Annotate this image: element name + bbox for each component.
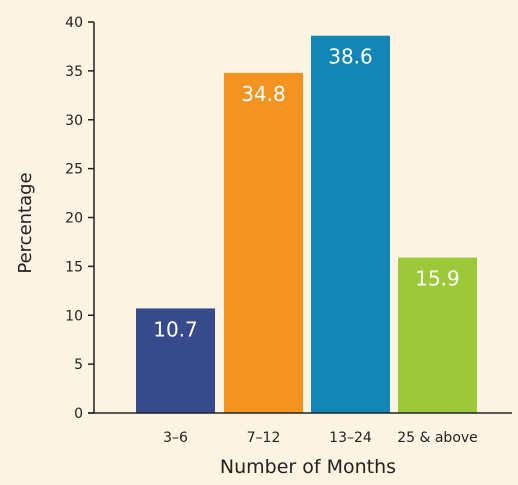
y-tick-label-20: 20 (65, 211, 83, 227)
y-axis-title: Percentage (15, 172, 36, 273)
y-tick-label-30: 30 (65, 113, 83, 129)
bar-value-label-2: 34.8 (241, 82, 286, 106)
y-tick-label-15: 15 (65, 259, 83, 275)
bar-value-label-4: 15.9 (415, 267, 460, 291)
y-tick-label-25: 25 (65, 162, 83, 178)
bar-2 (224, 72, 303, 413)
bars-layer (136, 35, 477, 414)
bar-1 (136, 308, 215, 413)
value-labels-layer: 10.7 34.8 38.6 15.9 (153, 45, 460, 342)
x-tick-label-4: 25 & above (397, 430, 478, 446)
bar-value-label-3: 38.6 (328, 45, 373, 69)
x-axis-title: Number of Months (220, 456, 396, 478)
y-tick-label-40: 40 (65, 15, 83, 31)
y-tick-label-5: 5 (74, 357, 83, 373)
bar-4 (398, 257, 477, 413)
axes-layer: 3–6 7–12 13–24 25 & above 0 5 10 15 20 25 30 35 40 (65, 15, 512, 446)
y-tick-label-0: 0 (74, 406, 83, 422)
y-tick-label-10: 10 (65, 308, 83, 324)
x-tick-label-2: 7–12 (247, 430, 281, 446)
y-tick-label-35: 35 (65, 64, 83, 80)
x-tick-label-3: 13–24 (329, 430, 372, 446)
x-tick-label-1: 3–6 (163, 430, 188, 446)
bar-3 (311, 35, 390, 414)
bar-value-label-1: 10.7 (153, 317, 198, 341)
